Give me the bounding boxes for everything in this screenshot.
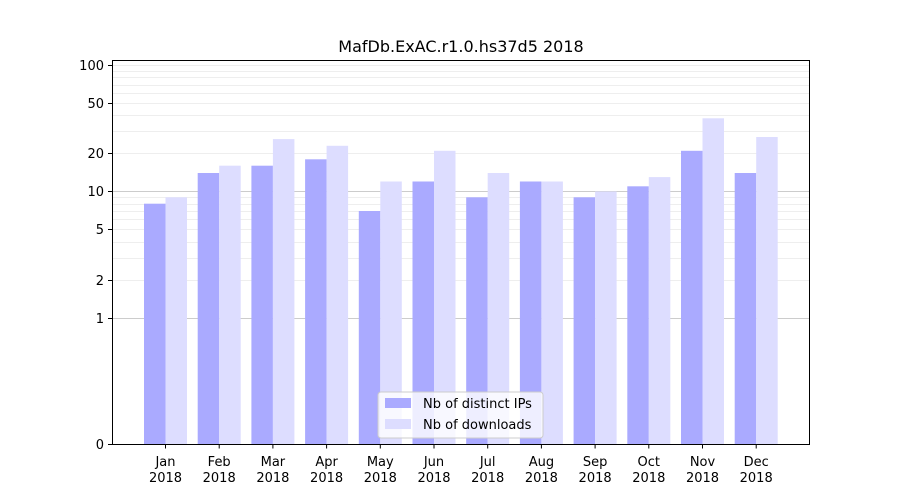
x-tick-label-year: 2018: [364, 471, 397, 486]
bar-distinct-ips-jun: [412, 181, 434, 444]
x-tick-label-year: 2018: [740, 471, 773, 486]
bar-downloads-mar: [272, 139, 295, 444]
x-axis: Jan2018Feb2018Mar2018Apr2018May2018Jun20…: [149, 444, 773, 486]
x-tick-label-month: Jul: [479, 455, 496, 470]
x-tick-label-month: Feb: [208, 455, 231, 470]
y-tick-label: 5: [96, 223, 104, 238]
legend-swatch-downloads: [385, 419, 411, 429]
x-tick-label-month: Oct: [638, 455, 660, 470]
bar-distinct-ips-nov: [681, 150, 703, 445]
bar-distinct-ips-oct: [627, 186, 649, 445]
chart-title: MafDb.ExAC.r1.0.hs37d5 2018: [338, 37, 583, 56]
x-tick-label-month: Aug: [529, 455, 554, 470]
legend-swatch-distinct-ips: [385, 398, 411, 408]
y-tick-label: 2: [96, 274, 104, 289]
bar-downloads-may: [380, 181, 402, 444]
x-tick-label-year: 2018: [686, 471, 719, 486]
bar-downloads-aug: [541, 181, 563, 444]
x-tick-label-year: 2018: [471, 471, 504, 486]
bar-downloads-jan: [165, 197, 187, 444]
x-tick-label-year: 2018: [149, 471, 182, 486]
x-tick-label-year: 2018: [310, 471, 343, 486]
bar-downloads-jul: [487, 173, 510, 444]
legend-label-downloads: Nb of downloads: [423, 418, 532, 433]
bar-distinct-ips-apr: [305, 159, 327, 445]
y-tick-label: 10: [87, 185, 104, 200]
y-axis: 0 1 2 5 10 20 50 100: [79, 59, 112, 453]
x-tick-label-month: Jan: [154, 455, 175, 470]
bar-distinct-ips-may: [358, 211, 381, 444]
bar-distinct-ips-aug: [519, 181, 542, 444]
bar-downloads-sep: [595, 191, 617, 444]
legend: Nb of distinct IPs Nb of downloads: [377, 391, 544, 439]
x-tick-label-month: Apr: [315, 455, 338, 470]
y-tick-label: 100: [79, 59, 104, 74]
bar-downloads-apr: [326, 145, 349, 445]
bar-downloads-dec: [756, 137, 778, 444]
legend-frame: [377, 391, 544, 439]
bar-distinct-ips-dec: [734, 173, 757, 444]
x-tick-label-year: 2018: [256, 471, 289, 486]
bar-downloads-feb: [219, 165, 241, 444]
bar-distinct-ips-jan: [144, 203, 166, 444]
x-tick-label-month: Sep: [583, 455, 608, 470]
x-tick-label-month: Nov: [690, 455, 716, 470]
x-tick-label-year: 2018: [525, 471, 558, 486]
y-tick-label: 20: [87, 147, 104, 162]
x-tick-label-month: Jun: [423, 455, 444, 470]
x-tick-label-month: Dec: [744, 455, 769, 470]
bar-downloads-nov: [702, 118, 724, 445]
x-tick-label-year: 2018: [203, 471, 236, 486]
x-tick-label-year: 2018: [417, 471, 450, 486]
x-tick-label-month: Mar: [261, 455, 286, 470]
legend-label-distinct-ips: Nb of distinct IPs: [423, 397, 532, 412]
plot-frame: [112, 60, 810, 445]
bar-distinct-ips-sep: [573, 197, 596, 444]
bar-downloads-jun: [434, 150, 456, 445]
bar-distinct-ips-mar: [251, 165, 273, 444]
y-tick-label: 1: [96, 312, 104, 327]
y-tick-label: 0: [96, 438, 104, 453]
bar-downloads-oct: [648, 177, 671, 444]
x-tick-label-month: May: [367, 455, 394, 470]
x-tick-label-year: 2018: [632, 471, 665, 486]
bars: [144, 118, 778, 445]
bar-distinct-ips-feb: [197, 173, 220, 444]
bar-distinct-ips-jul: [466, 197, 488, 444]
x-tick-label-year: 2018: [579, 471, 612, 486]
y-tick-label: 50: [87, 97, 104, 112]
